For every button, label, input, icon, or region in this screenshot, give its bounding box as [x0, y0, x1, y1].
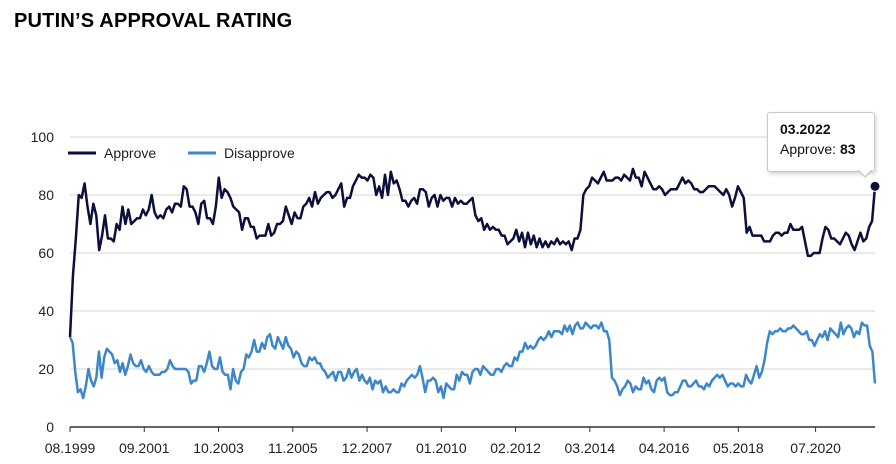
y-tick-label: 20	[38, 361, 54, 377]
tooltip-label: Approve	[780, 141, 833, 157]
legend-item-approve[interactable]: Approve	[68, 145, 156, 161]
legend[interactable]: Approve Disapprove	[68, 145, 295, 161]
y-tick-label: 100	[31, 129, 55, 145]
hover-point-marker	[869, 180, 881, 192]
gridlines	[70, 136, 875, 428]
x-tick-label: 02.2012	[490, 440, 541, 456]
x-axis: 08.1999 09.2001 10.2003 11.2005 12.2007 01.20…	[45, 427, 841, 456]
page-title: PUTIN’S APPROVAL RATING	[14, 10, 293, 32]
approve-line[interactable]	[68, 167, 877, 338]
tooltip-pointer	[857, 169, 873, 178]
y-axis: 0 20 40 60 80 100	[31, 129, 55, 435]
x-tick-label: 12.2007	[342, 440, 393, 456]
tooltip-value: 83	[839, 141, 856, 157]
x-tick-label: 09.2001	[119, 440, 170, 456]
tooltip-row: Approve: 83	[780, 141, 856, 157]
series	[68, 167, 877, 400]
x-tick-label: 10.2003	[193, 440, 244, 456]
legend-label-disapprove: Disapprove	[224, 145, 295, 161]
y-tick-label: 0	[46, 419, 54, 435]
legend-item-disapprove[interactable]: Disapprove	[188, 145, 295, 161]
y-tick-label: 40	[38, 303, 54, 319]
x-tick-label: 07.2020	[790, 440, 841, 456]
tooltip: 03.2022 Approve: 83	[767, 112, 875, 172]
disapprove-line[interactable]	[68, 321, 877, 400]
x-tick-label: 01.2010	[416, 440, 467, 456]
y-tick-label: 80	[38, 187, 54, 203]
x-tick-label: 08.1999	[45, 440, 96, 456]
legend-label-approve: Approve	[104, 145, 156, 161]
x-tick-label: 05.2018	[713, 440, 764, 456]
tooltip-date: 03.2022	[780, 121, 831, 137]
x-tick-label: 11.2005	[268, 440, 318, 456]
x-tick-label: 04.2016	[639, 440, 690, 456]
y-tick-label: 60	[38, 245, 54, 261]
x-tick-label: 03.2014	[565, 440, 616, 456]
